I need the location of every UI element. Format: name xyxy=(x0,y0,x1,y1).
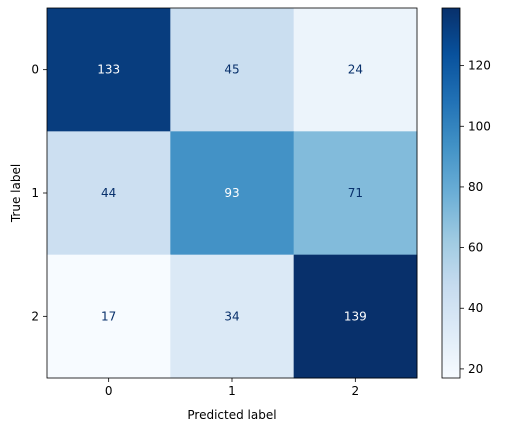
x-tick-label: 2 xyxy=(352,384,360,398)
cell-value-label-0-1: 45 xyxy=(224,63,239,77)
heatmap-cell-2-1 xyxy=(170,254,295,379)
y-axis: 0 1 2 xyxy=(31,63,47,323)
colorbar-tick-label: 60 xyxy=(468,241,483,255)
heatmap-cell-0-2 xyxy=(293,8,418,132)
colorbar: 20 40 60 80 100 120 xyxy=(441,7,491,379)
colorbar-tick-label: 80 xyxy=(468,180,483,194)
heatmap-cell-0-0 xyxy=(47,8,171,132)
y-tick-label: 1 xyxy=(31,186,39,200)
colorbar-tick-label: 100 xyxy=(468,119,491,133)
colorbar-gradient xyxy=(441,7,461,379)
x-tick-label: 1 xyxy=(228,384,236,398)
heatmap-cell-1-2 xyxy=(293,131,418,256)
x-tick-label: 0 xyxy=(105,384,113,398)
cell-value-label-2-1: 34 xyxy=(224,309,239,323)
cell-value-label-0-2: 24 xyxy=(348,63,363,77)
cell-value-label-2-2: 139 xyxy=(344,309,367,323)
cell-value-label-1-2: 71 xyxy=(348,186,363,200)
cell-value-label-1-1: 93 xyxy=(224,186,239,200)
heatmap-cell-0-1 xyxy=(170,8,295,132)
heatmap-cell-2-2 xyxy=(293,254,418,379)
x-axis: 0 1 2 xyxy=(105,378,359,398)
cell-value-label-2-0: 17 xyxy=(101,309,116,323)
cell-value-label-0-0: 133 xyxy=(97,63,120,77)
colorbar-tick-label: 120 xyxy=(468,59,491,73)
y-tick-label: 2 xyxy=(31,309,39,323)
heatmap-cell-labels: 133 45 24 44 93 71 17 34 139 xyxy=(97,63,367,324)
cell-value-label-1-0: 44 xyxy=(101,186,116,200)
heatmap-cells xyxy=(47,8,418,379)
x-axis-label: Predicted label xyxy=(187,408,276,422)
colorbar-tick-label: 40 xyxy=(468,301,483,315)
heatmap-cell-1-1 xyxy=(170,131,295,256)
y-tick-label: 0 xyxy=(31,63,39,77)
heatmap-cell-1-0 xyxy=(47,131,171,256)
y-axis-label: True label xyxy=(9,164,23,223)
colorbar-tick-label: 20 xyxy=(468,362,483,376)
heatmap-cell-2-0 xyxy=(47,254,171,379)
